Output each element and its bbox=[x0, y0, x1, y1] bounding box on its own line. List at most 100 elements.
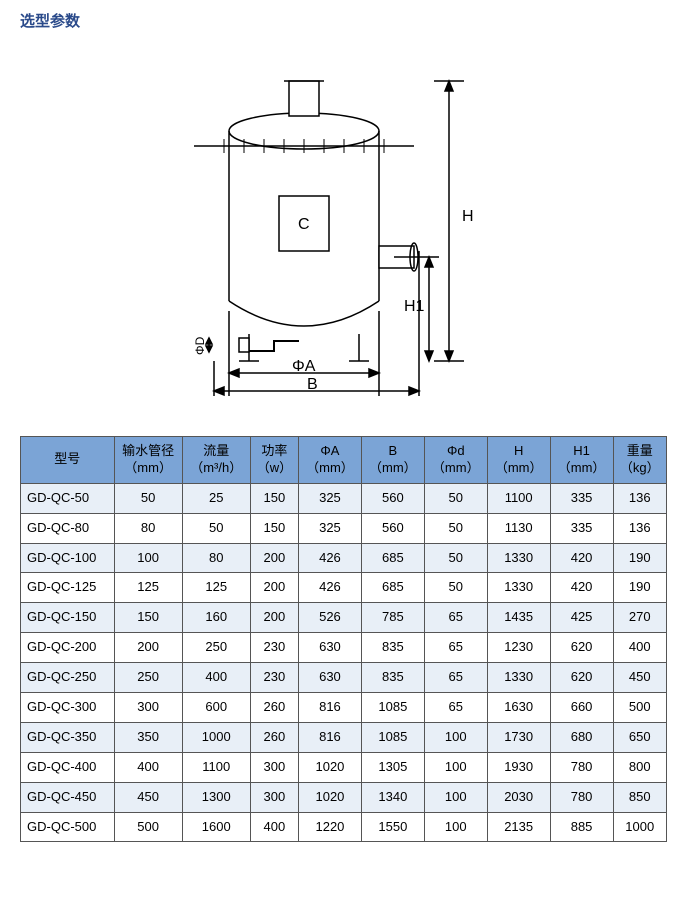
table-row: GD-QC-125125125200426685501330420190 bbox=[21, 573, 667, 603]
cell-model: GD-QC-150 bbox=[21, 603, 115, 633]
cell-model: GD-QC-100 bbox=[21, 543, 115, 573]
label-b: B bbox=[307, 376, 318, 393]
cell-value: 420 bbox=[550, 573, 613, 603]
table-row: GD-QC-200200250230630835651230620400 bbox=[21, 633, 667, 663]
cell-value: 800 bbox=[613, 752, 666, 782]
cell-model: GD-QC-200 bbox=[21, 633, 115, 663]
cell-value: 426 bbox=[299, 543, 362, 573]
cell-value: 780 bbox=[550, 752, 613, 782]
col-header-2: 流量（m³/h） bbox=[182, 437, 250, 484]
cell-value: 1230 bbox=[487, 633, 550, 663]
cell-value: 325 bbox=[299, 513, 362, 543]
cell-value: 1220 bbox=[299, 812, 362, 842]
table-row: GD-QC-505025150325560501100335136 bbox=[21, 483, 667, 513]
cell-value: 685 bbox=[361, 543, 424, 573]
cell-value: 816 bbox=[299, 722, 362, 752]
tank-diagram: C H H1 ΦD ΦA B bbox=[194, 51, 494, 401]
cell-value: 50 bbox=[424, 543, 487, 573]
cell-value: 335 bbox=[550, 483, 613, 513]
cell-value: 660 bbox=[550, 693, 613, 723]
cell-value: 426 bbox=[299, 573, 362, 603]
cell-model: GD-QC-125 bbox=[21, 573, 115, 603]
cell-value: 560 bbox=[361, 513, 424, 543]
cell-value: 335 bbox=[550, 513, 613, 543]
cell-value: 200 bbox=[250, 573, 298, 603]
cell-model: GD-QC-450 bbox=[21, 782, 115, 812]
cell-model: GD-QC-350 bbox=[21, 722, 115, 752]
cell-value: 630 bbox=[299, 633, 362, 663]
cell-value: 420 bbox=[550, 543, 613, 573]
cell-value: 65 bbox=[424, 663, 487, 693]
table-row: GD-QC-250250400230630835651330620450 bbox=[21, 663, 667, 693]
table-row: GD-QC-808050150325560501130335136 bbox=[21, 513, 667, 543]
cell-value: 1330 bbox=[487, 663, 550, 693]
cell-value: 850 bbox=[613, 782, 666, 812]
cell-value: 350 bbox=[114, 722, 182, 752]
cell-value: 50 bbox=[424, 513, 487, 543]
cell-value: 425 bbox=[550, 603, 613, 633]
col-header-0: 型号 bbox=[21, 437, 115, 484]
cell-value: 526 bbox=[299, 603, 362, 633]
cell-value: 125 bbox=[114, 573, 182, 603]
cell-value: 1435 bbox=[487, 603, 550, 633]
cell-value: 190 bbox=[613, 573, 666, 603]
cell-value: 300 bbox=[114, 693, 182, 723]
cell-value: 500 bbox=[613, 693, 666, 723]
cell-value: 400 bbox=[250, 812, 298, 842]
cell-value: 1085 bbox=[361, 722, 424, 752]
cell-value: 200 bbox=[250, 543, 298, 573]
col-header-9: 重量（kg） bbox=[613, 437, 666, 484]
cell-value: 1000 bbox=[613, 812, 666, 842]
cell-value: 620 bbox=[550, 633, 613, 663]
cell-value: 100 bbox=[424, 782, 487, 812]
cell-value: 100 bbox=[424, 752, 487, 782]
cell-value: 685 bbox=[361, 573, 424, 603]
cell-value: 785 bbox=[361, 603, 424, 633]
cell-value: 1305 bbox=[361, 752, 424, 782]
table-row: GD-QC-4504501300300102013401002030780850 bbox=[21, 782, 667, 812]
cell-value: 1930 bbox=[487, 752, 550, 782]
cell-value: 160 bbox=[182, 603, 250, 633]
cell-value: 560 bbox=[361, 483, 424, 513]
cell-value: 25 bbox=[182, 483, 250, 513]
cell-model: GD-QC-80 bbox=[21, 513, 115, 543]
cell-value: 300 bbox=[250, 782, 298, 812]
cell-value: 600 bbox=[182, 693, 250, 723]
table-row: GD-QC-150150160200526785651435425270 bbox=[21, 603, 667, 633]
cell-value: 835 bbox=[361, 663, 424, 693]
spec-table: 型号输水管径（mm）流量（m³/h）功率（w）ΦA（mm）B（mm）Φd（mm）… bbox=[20, 436, 667, 842]
cell-value: 680 bbox=[550, 722, 613, 752]
cell-value: 270 bbox=[613, 603, 666, 633]
col-header-4: ΦA（mm） bbox=[299, 437, 362, 484]
cell-value: 260 bbox=[250, 693, 298, 723]
cell-value: 400 bbox=[182, 663, 250, 693]
cell-value: 1000 bbox=[182, 722, 250, 752]
diagram-container: C H H1 ΦD ΦA B bbox=[20, 51, 667, 406]
cell-value: 885 bbox=[550, 812, 613, 842]
cell-value: 400 bbox=[114, 752, 182, 782]
cell-value: 1100 bbox=[182, 752, 250, 782]
cell-value: 65 bbox=[424, 603, 487, 633]
page-title: 选型参数 bbox=[20, 10, 667, 31]
label-h: H bbox=[462, 208, 474, 225]
table-row: GD-QC-5005001600400122015501002135885100… bbox=[21, 812, 667, 842]
cell-value: 1550 bbox=[361, 812, 424, 842]
cell-value: 630 bbox=[299, 663, 362, 693]
cell-value: 65 bbox=[424, 633, 487, 663]
cell-value: 1300 bbox=[182, 782, 250, 812]
cell-value: 1730 bbox=[487, 722, 550, 752]
cell-value: 400 bbox=[613, 633, 666, 663]
cell-value: 136 bbox=[613, 513, 666, 543]
cell-value: 325 bbox=[299, 483, 362, 513]
cell-value: 50 bbox=[424, 573, 487, 603]
cell-value: 80 bbox=[114, 513, 182, 543]
cell-value: 190 bbox=[613, 543, 666, 573]
cell-value: 150 bbox=[250, 513, 298, 543]
cell-value: 500 bbox=[114, 812, 182, 842]
table-row: GD-QC-350350100026081610851001730680650 bbox=[21, 722, 667, 752]
table-row: GD-QC-4004001100300102013051001930780800 bbox=[21, 752, 667, 782]
cell-value: 150 bbox=[114, 603, 182, 633]
cell-model: GD-QC-300 bbox=[21, 693, 115, 723]
cell-value: 2135 bbox=[487, 812, 550, 842]
col-header-8: H1（mm） bbox=[550, 437, 613, 484]
